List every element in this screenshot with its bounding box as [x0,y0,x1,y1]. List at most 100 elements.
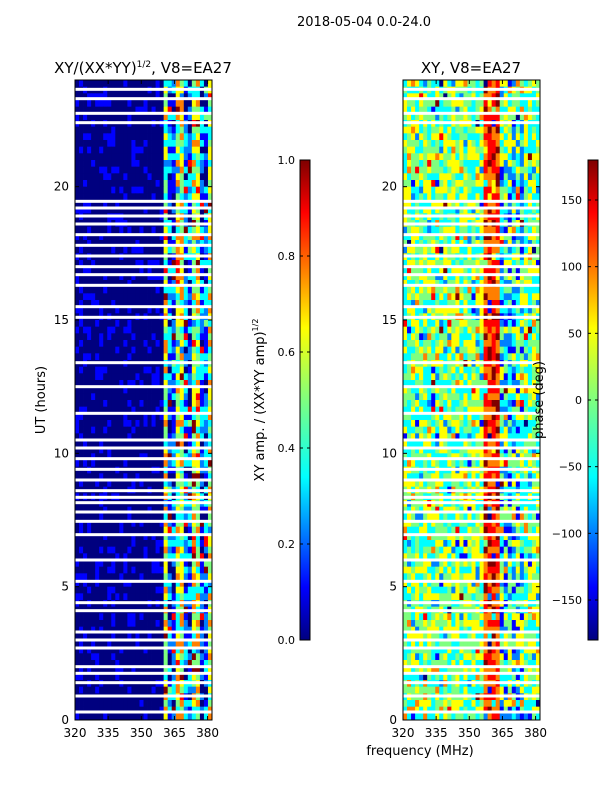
heatmap-cell [423,180,427,187]
heatmap-cell [455,333,459,340]
heatmap-cell [192,687,196,694]
heatmap-cell [123,513,127,520]
heatmap-cell [455,327,459,334]
heatmap-cell [532,153,536,160]
heatmap-cell [447,167,451,174]
heatmap-cell [131,160,135,167]
heatmap-cell [123,573,127,580]
heatmap-cell [75,593,79,600]
heatmap-cell [419,393,423,400]
heatmap-cell [156,340,160,347]
heatmap-cell [204,367,208,374]
heatmap-cell [467,293,471,300]
heatmap-cell [176,567,180,574]
heatmap-cell [467,180,471,187]
heatmap-cell [176,573,180,580]
heatmap-cell [156,593,160,600]
heatmap-cell [484,247,488,254]
heatmap-cell [87,687,91,694]
heatmap-cell [148,373,152,380]
heatmap-cell [152,287,156,294]
heatmap-cell [467,353,471,360]
heatmap-cell [407,173,411,180]
heatmap-cell [455,127,459,134]
heatmap-cell [119,513,123,520]
heatmap-cell [504,173,508,180]
heatmap-cell [119,653,123,660]
heatmap-cell [95,653,99,660]
heatmap-cell [512,193,516,200]
heatmap-cell [508,327,512,334]
heatmap-cell [172,373,176,380]
heatmap-cell [168,613,172,620]
heatmap-cell [472,133,476,140]
heatmap-cell [520,393,524,400]
heatmap-cell [164,133,168,140]
heatmap-cell [504,333,508,340]
heatmap-cell [180,687,184,694]
heatmap-cell [91,333,95,340]
heatmap-cell [415,167,419,174]
heatmap-cell [148,573,152,580]
heatmap-cell [419,133,423,140]
heatmap-cell [164,347,168,354]
heatmap-cell [168,133,172,140]
heatmap-cell [204,147,208,154]
heatmap-cell [103,573,107,580]
heatmap-cell [200,547,204,554]
heatmap-cell [492,127,496,134]
heatmap-cell [204,160,208,167]
heatmap-cell [520,287,524,294]
heatmap-cell [95,187,99,194]
heatmap-cell [423,367,427,374]
heatmap-cell [152,613,156,620]
heatmap-cell [135,167,139,174]
heatmap-cell [200,713,204,720]
heatmap-cell [123,320,127,327]
heatmap-cell [103,687,107,694]
heatmap-cell [172,593,176,600]
heatmap-cell [196,247,200,254]
heatmap-cell [467,320,471,327]
heatmap-cell [427,80,431,87]
heatmap-cell [91,353,95,360]
heatmap-cell [512,373,516,380]
heatmap-cell [516,80,520,87]
heatmap-cell [447,333,451,340]
heatmap-cell [180,513,184,520]
heatmap-cell [75,293,79,300]
heatmap-cell [148,153,152,160]
heatmap-cell [119,80,123,87]
heatmap-cell [135,653,139,660]
heatmap-cell [87,247,91,254]
heatmap-cell [447,133,451,140]
heatmap-cell [463,187,467,194]
heatmap-cell [115,153,119,160]
heatmap-cell [87,527,91,534]
heatmap-cell [192,400,196,407]
heatmap-cell [463,160,467,167]
heatmap-cell [528,347,532,354]
heatmap-cell [148,513,152,520]
heatmap-cell [148,353,152,360]
heatmap-cell [123,540,127,547]
heatmap-cell [524,393,528,400]
heatmap-cell [139,540,143,547]
heatmap-cell [200,80,204,87]
heatmap-cell [476,133,480,140]
heatmap-cell [156,193,160,200]
heatmap-cell [148,420,152,427]
heatmap-cell [443,373,447,380]
heatmap-cell [83,573,87,580]
heatmap-cell [83,620,87,627]
heatmap-cell [423,327,427,334]
heatmap-cell [123,347,127,354]
heatmap-cell [508,140,512,147]
heatmap-cell [103,193,107,200]
heatmap-cell [152,327,156,334]
heatmap-cell [192,713,196,720]
heatmap-cell [75,173,79,180]
heatmap-cell [119,180,123,187]
heatmap-cell [476,393,480,400]
heatmap-cell [504,147,508,154]
